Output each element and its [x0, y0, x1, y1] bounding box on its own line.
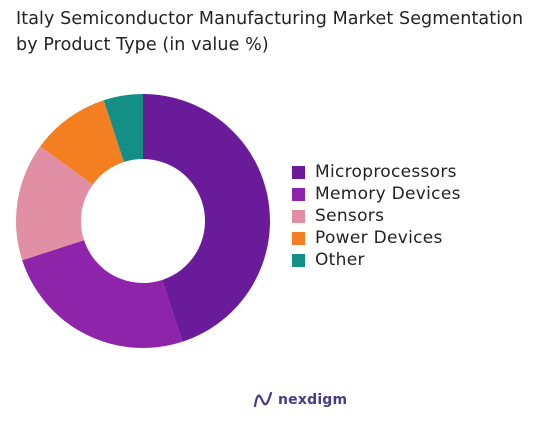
chart-title-line-1: Italy Semiconductor Manufacturing Market…: [16, 9, 524, 29]
chart-title-line-2: by Product Type (in value %): [16, 35, 269, 55]
brand-name: nexdigm: [278, 392, 348, 408]
slice-memory-devices: [22, 240, 183, 348]
legend-item-memory-devices: Memory Devices: [292, 183, 461, 205]
legend-swatch-sensors: [292, 209, 305, 223]
legend-swatch-other: [292, 253, 305, 267]
legend-label-memory-devices: Memory Devices: [315, 184, 461, 204]
legend-swatch-power-devices: [292, 231, 305, 245]
slice-sensors: [15, 146, 93, 261]
legend-label-sensors: Sensors: [315, 206, 385, 226]
legend-item-microprocessors: Microprocessors: [292, 161, 461, 183]
legend-label-other: Other: [315, 250, 365, 270]
brand-logo: nexdigm: [253, 390, 347, 410]
chart-title: Italy Semiconductor Manufacturing Market…: [16, 6, 556, 58]
donut-chart: [15, 94, 270, 348]
legend-label-microprocessors: Microprocessors: [315, 162, 457, 182]
chart-legend: Microprocessors Memory Devices Sensors Powe…: [292, 161, 461, 271]
legend-swatch-memory-devices: [292, 187, 305, 201]
legend-label-power-devices: Power Devices: [315, 228, 443, 248]
legend-item-sensors: Sensors: [292, 205, 461, 227]
legend-swatch-microprocessors: [292, 165, 305, 179]
nexdigm-logo-icon: [253, 391, 273, 408]
slice-microprocessors: [143, 94, 270, 342]
legend-item-other: Other: [292, 249, 461, 271]
slice-power-devices: [40, 100, 124, 185]
slice-other: [103, 94, 143, 163]
legend-item-power-devices: Power Devices: [292, 227, 461, 249]
